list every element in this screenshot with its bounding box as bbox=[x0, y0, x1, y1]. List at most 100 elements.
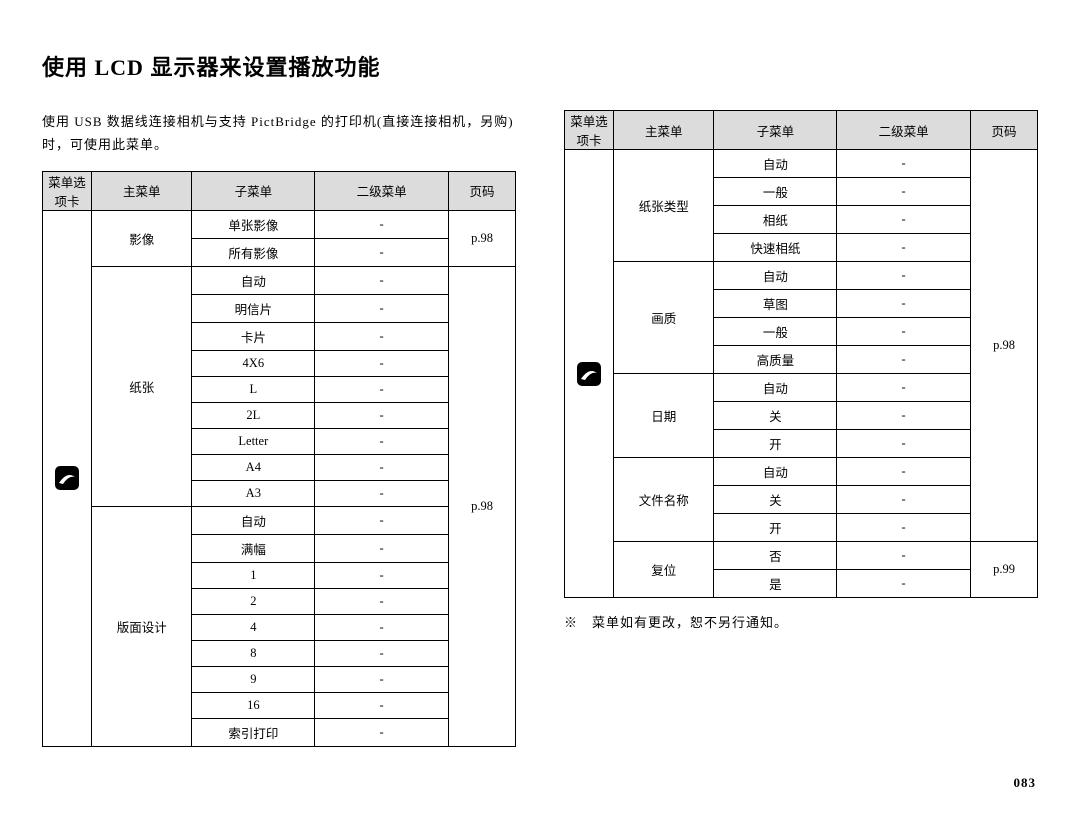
secondary-menu-cell: - bbox=[837, 542, 971, 570]
table-row: 画质自动- bbox=[565, 262, 1038, 290]
table-header-row: 菜单选项卡 主菜单 子菜单 二级菜单 页码 bbox=[565, 111, 1038, 150]
header-page: 页码 bbox=[971, 111, 1038, 150]
secondary-menu-cell: - bbox=[315, 294, 449, 322]
sub-menu-cell: 自动 bbox=[192, 506, 315, 534]
sub-menu-cell: 2 bbox=[192, 588, 315, 614]
header-sub: 子菜单 bbox=[714, 111, 837, 150]
secondary-menu-cell: - bbox=[315, 322, 449, 350]
right-table: 菜单选项卡 主菜单 子菜单 二级菜单 页码 纸张类型自动-p.98一般-相纸-快… bbox=[564, 110, 1038, 598]
secondary-menu-cell: - bbox=[315, 562, 449, 588]
sub-menu-cell: 1 bbox=[192, 562, 315, 588]
sub-menu-cell: 满幅 bbox=[192, 534, 315, 562]
main-menu-cell: 纸张类型 bbox=[614, 150, 714, 262]
secondary-menu-cell: - bbox=[837, 458, 971, 486]
table-header-row: 菜单选项卡 主菜单 子菜单 二级菜单 页码 bbox=[43, 171, 516, 210]
secondary-menu-cell: - bbox=[837, 234, 971, 262]
main-menu-cell: 日期 bbox=[614, 374, 714, 458]
secondary-menu-cell: - bbox=[315, 640, 449, 666]
intro-text: 使用 USB 数据线连接相机与支持 PictBridge 的打印机(直接连接相机… bbox=[42, 110, 516, 157]
table-row: 复位否-p.99 bbox=[565, 542, 1038, 570]
header-main: 主菜单 bbox=[92, 171, 192, 210]
header-tab: 菜单选项卡 bbox=[43, 171, 92, 210]
main-menu-cell: 文件名称 bbox=[614, 458, 714, 542]
main-menu-cell: 画质 bbox=[614, 262, 714, 374]
sub-menu-cell: 一般 bbox=[714, 318, 837, 346]
secondary-menu-cell: - bbox=[837, 290, 971, 318]
page-title: 使用 LCD 显示器来设置播放功能 bbox=[42, 50, 1038, 82]
sub-menu-cell: 高质量 bbox=[714, 346, 837, 374]
table-row: 版面设计自动- bbox=[43, 506, 516, 534]
main-menu-cell: 纸张 bbox=[92, 266, 192, 506]
header-sec: 二级菜单 bbox=[315, 171, 449, 210]
table-row: 纸张类型自动-p.98 bbox=[565, 150, 1038, 178]
secondary-menu-cell: - bbox=[837, 570, 971, 598]
table-row: 纸张自动-p.98 bbox=[43, 266, 516, 294]
sub-menu-cell: 自动 bbox=[714, 458, 837, 486]
pictbridge-icon bbox=[565, 150, 614, 598]
sub-menu-cell: 关 bbox=[714, 402, 837, 430]
sub-menu-cell: 草图 bbox=[714, 290, 837, 318]
secondary-menu-cell: - bbox=[315, 666, 449, 692]
secondary-menu-cell: - bbox=[837, 178, 971, 206]
secondary-menu-cell: - bbox=[315, 350, 449, 376]
sub-menu-cell: 是 bbox=[714, 570, 837, 598]
secondary-menu-cell: - bbox=[315, 614, 449, 640]
secondary-menu-cell: - bbox=[837, 262, 971, 290]
sub-menu-cell: 明信片 bbox=[192, 294, 315, 322]
main-menu-cell: 影像 bbox=[92, 210, 192, 266]
table-row: 日期自动- bbox=[565, 374, 1038, 402]
right-column: 菜单选项卡 主菜单 子菜单 二级菜单 页码 纸张类型自动-p.98一般-相纸-快… bbox=[564, 110, 1038, 747]
page-ref-cell: p.98 bbox=[971, 150, 1038, 542]
header-page: 页码 bbox=[449, 171, 516, 210]
page-ref-cell: p.98 bbox=[449, 210, 516, 266]
secondary-menu-cell: - bbox=[315, 506, 449, 534]
sub-menu-cell: Letter bbox=[192, 428, 315, 454]
sub-menu-cell: 所有影像 bbox=[192, 238, 315, 266]
sub-menu-cell: 卡片 bbox=[192, 322, 315, 350]
left-column: 使用 USB 数据线连接相机与支持 PictBridge 的打印机(直接连接相机… bbox=[42, 110, 516, 747]
sub-menu-cell: 自动 bbox=[192, 266, 315, 294]
secondary-menu-cell: - bbox=[837, 346, 971, 374]
sub-menu-cell: 8 bbox=[192, 640, 315, 666]
sub-menu-cell: 单张影像 bbox=[192, 210, 315, 238]
secondary-menu-cell: - bbox=[315, 718, 449, 746]
sub-menu-cell: 9 bbox=[192, 666, 315, 692]
secondary-menu-cell: - bbox=[315, 402, 449, 428]
secondary-menu-cell: - bbox=[837, 430, 971, 458]
secondary-menu-cell: - bbox=[315, 238, 449, 266]
header-sec: 二级菜单 bbox=[837, 111, 971, 150]
sub-menu-cell: 一般 bbox=[714, 178, 837, 206]
page-ref-cell: p.99 bbox=[971, 542, 1038, 598]
secondary-menu-cell: - bbox=[315, 454, 449, 480]
sub-menu-cell: 16 bbox=[192, 692, 315, 718]
sub-menu-cell: A4 bbox=[192, 454, 315, 480]
sub-menu-cell: 开 bbox=[714, 514, 837, 542]
sub-menu-cell: 4X6 bbox=[192, 350, 315, 376]
secondary-menu-cell: - bbox=[315, 428, 449, 454]
secondary-menu-cell: - bbox=[837, 374, 971, 402]
sub-menu-cell: 自动 bbox=[714, 262, 837, 290]
secondary-menu-cell: - bbox=[315, 266, 449, 294]
secondary-menu-cell: - bbox=[315, 534, 449, 562]
page-ref-cell: p.98 bbox=[449, 266, 516, 746]
secondary-menu-cell: - bbox=[315, 480, 449, 506]
secondary-menu-cell: - bbox=[315, 692, 449, 718]
sub-menu-cell: 快速相纸 bbox=[714, 234, 837, 262]
secondary-menu-cell: - bbox=[837, 150, 971, 178]
sub-menu-cell: 4 bbox=[192, 614, 315, 640]
secondary-menu-cell: - bbox=[837, 402, 971, 430]
sub-menu-cell: 开 bbox=[714, 430, 837, 458]
sub-menu-cell: 自动 bbox=[714, 374, 837, 402]
secondary-menu-cell: - bbox=[837, 514, 971, 542]
sub-menu-cell: 相纸 bbox=[714, 206, 837, 234]
sub-menu-cell: A3 bbox=[192, 480, 315, 506]
table-row: 影像单张影像-p.98 bbox=[43, 210, 516, 238]
sub-menu-cell: L bbox=[192, 376, 315, 402]
main-menu-cell: 复位 bbox=[614, 542, 714, 598]
secondary-menu-cell: - bbox=[315, 210, 449, 238]
table-row: 文件名称自动- bbox=[565, 458, 1038, 486]
secondary-menu-cell: - bbox=[315, 376, 449, 402]
secondary-menu-cell: - bbox=[837, 206, 971, 234]
header-main: 主菜单 bbox=[614, 111, 714, 150]
page-number: 083 bbox=[1014, 775, 1037, 791]
